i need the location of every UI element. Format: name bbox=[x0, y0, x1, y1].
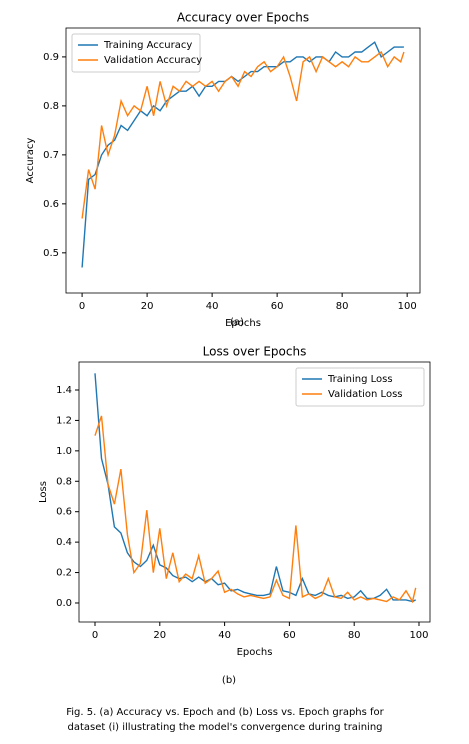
x-tick-label: 80 bbox=[336, 301, 349, 312]
y-tick-label: 0.9 bbox=[43, 52, 59, 63]
legend-label: Training Accuracy bbox=[103, 40, 192, 51]
x-tick-label: 60 bbox=[271, 301, 284, 312]
legend-box bbox=[71, 33, 201, 73]
x-tick-label: 60 bbox=[283, 630, 296, 641]
y-tick-label: 0.5 bbox=[43, 248, 59, 259]
y-tick-label: 0.8 bbox=[56, 476, 72, 487]
y-tick-label: 0.6 bbox=[43, 199, 59, 210]
x-tick-label: 40 bbox=[218, 630, 231, 641]
y-axis-label: Accuracy bbox=[25, 138, 36, 184]
y-tick-label: 1.4 bbox=[56, 385, 72, 396]
panel-label: (b) bbox=[222, 675, 236, 686]
x-tick-label: 40 bbox=[206, 301, 219, 312]
panel-label: (a) bbox=[230, 317, 244, 328]
x-tick-label: 80 bbox=[348, 630, 361, 641]
x-tick-label: 20 bbox=[141, 301, 154, 312]
y-tick-label: 0.4 bbox=[56, 537, 72, 548]
x-axis-label: Epochs bbox=[237, 647, 273, 658]
chart-title: Loss over Epochs bbox=[203, 345, 307, 359]
chart-title: Accuracy over Epochs bbox=[177, 11, 309, 25]
figure-caption: dataset (i) illustrating the model's con… bbox=[67, 722, 382, 733]
y-tick-label: 0.7 bbox=[43, 150, 59, 161]
y-tick-label: 1.0 bbox=[56, 446, 72, 457]
legend-box bbox=[295, 367, 425, 407]
data-line bbox=[94, 415, 417, 604]
y-axis-label: Loss bbox=[38, 481, 49, 503]
y-tick-label: 0.0 bbox=[56, 598, 72, 609]
plot-frame bbox=[65, 27, 421, 294]
y-tick-label: 0.2 bbox=[56, 568, 72, 579]
x-axis-label: Epochs bbox=[225, 318, 261, 329]
x-tick-label: 100 bbox=[398, 301, 417, 312]
x-tick-label: 20 bbox=[153, 630, 166, 641]
x-tick-label: 0 bbox=[92, 630, 98, 641]
legend-label: Validation Accuracy bbox=[104, 55, 202, 66]
data-line bbox=[94, 373, 417, 603]
x-tick-label: 100 bbox=[409, 630, 428, 641]
y-tick-label: 0.8 bbox=[43, 101, 59, 112]
data-line bbox=[81, 41, 404, 268]
y-tick-label: 0.6 bbox=[56, 507, 72, 518]
legend-label: Training Loss bbox=[327, 374, 393, 385]
figure-caption: Fig. 5. (a) Accuracy vs. Epoch and (b) L… bbox=[66, 707, 384, 718]
plot-frame bbox=[78, 361, 431, 623]
legend-label: Validation Loss bbox=[328, 389, 403, 400]
x-tick-label: 0 bbox=[79, 301, 85, 312]
y-tick-label: 1.2 bbox=[56, 415, 72, 426]
data-line bbox=[81, 50, 405, 219]
